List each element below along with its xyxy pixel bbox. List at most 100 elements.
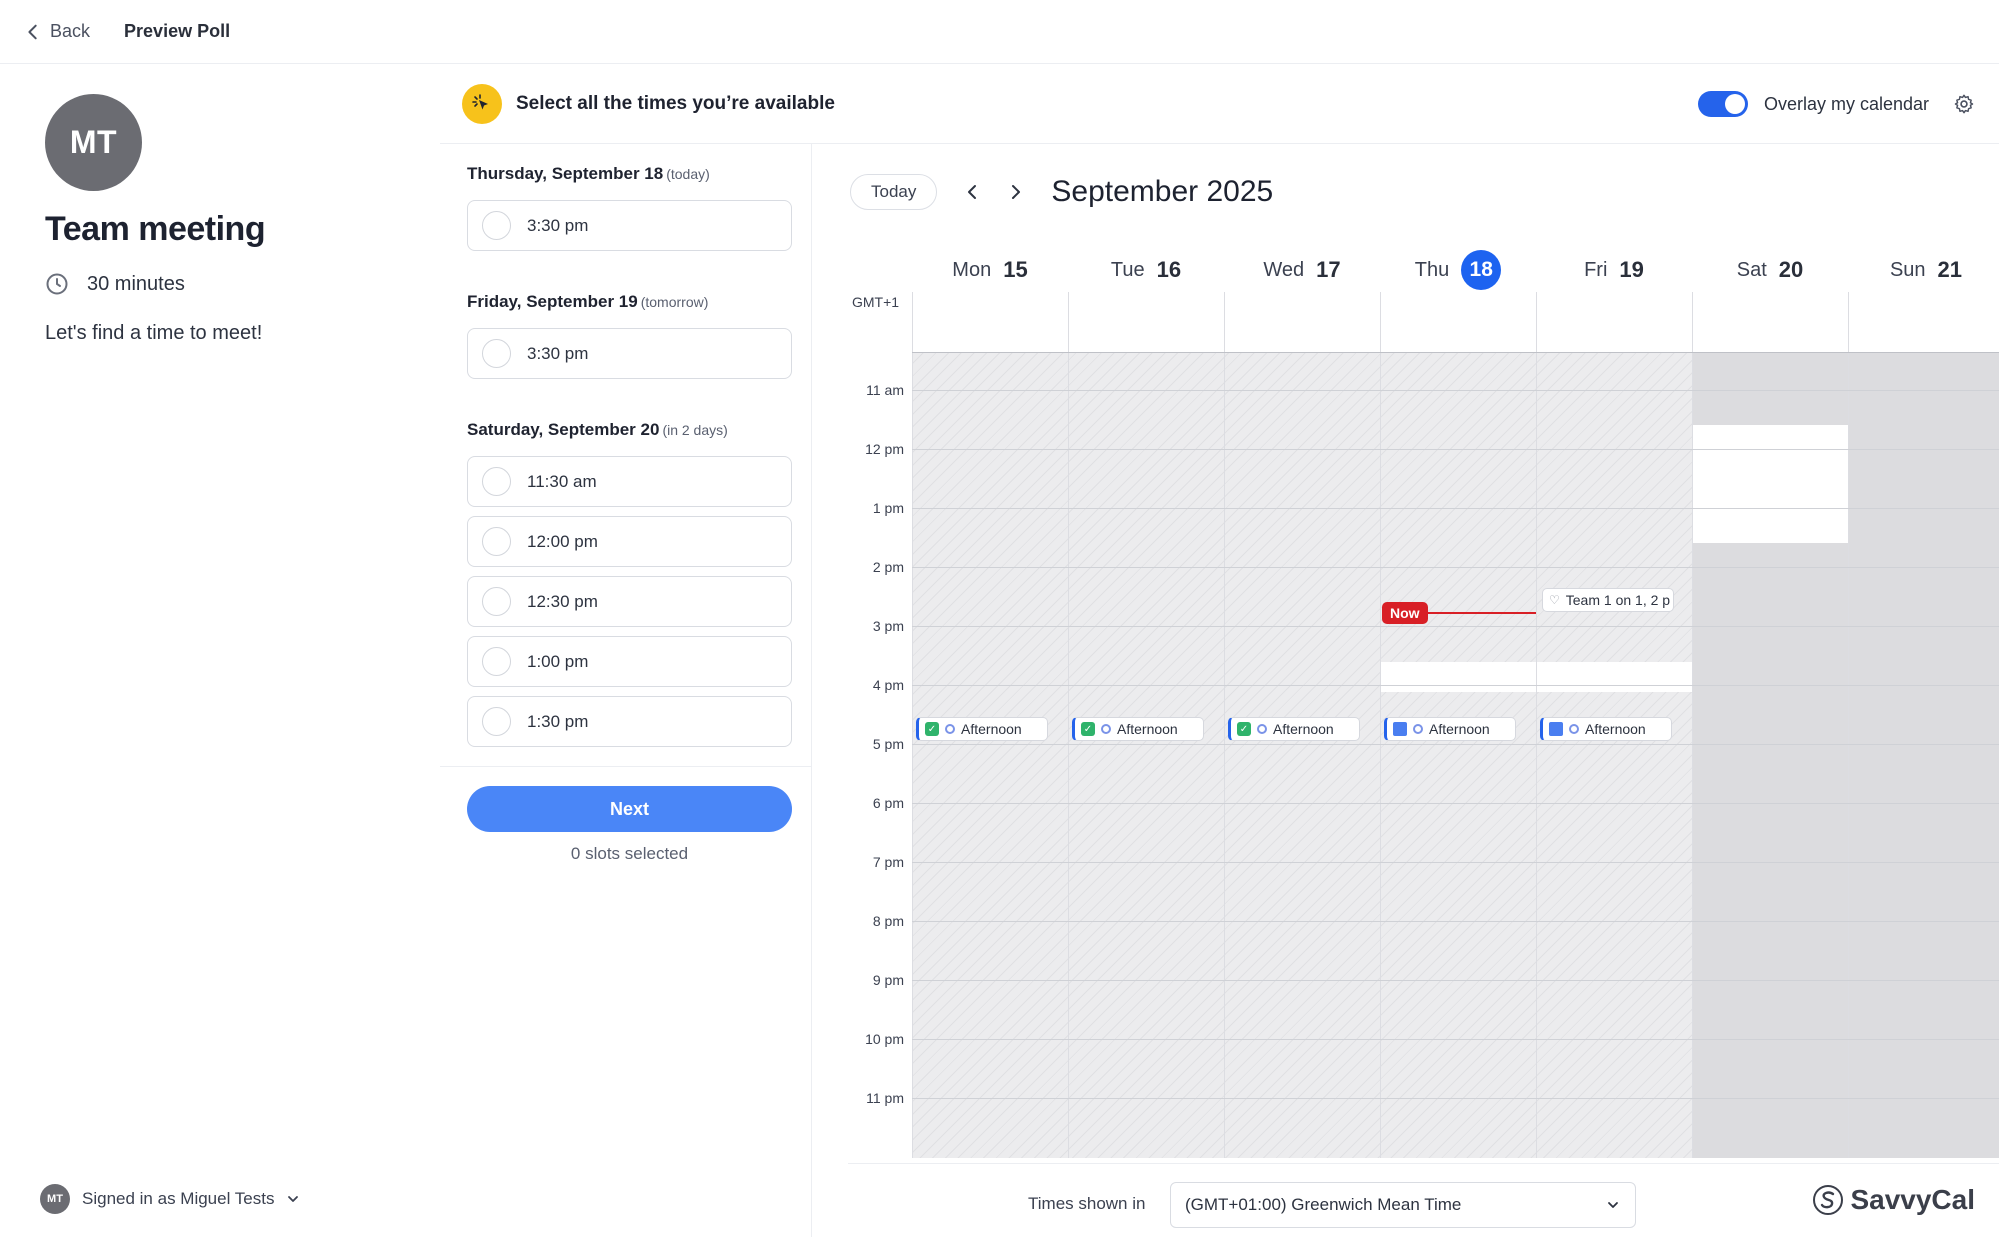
day-headers: Mon 15 Tue 16 Wed 17 Thu 18 Fri 19 Sat 20 Sun 2… — [912, 250, 1999, 290]
page-title: Preview Poll — [124, 21, 231, 41]
slot-radio[interactable] — [482, 527, 511, 556]
chevron-down-icon — [288, 1196, 299, 1202]
overlay-calendar-toggle[interactable] — [1697, 91, 1748, 117]
slot-radio[interactable] — [482, 467, 511, 496]
calendar-event[interactable]: Afternoon — [1384, 717, 1516, 741]
hour-label: 7 pm — [872, 854, 904, 870]
divider — [440, 766, 811, 767]
time-slot-option[interactable]: 11:30 am — [467, 456, 792, 507]
chevron-left-icon — [968, 185, 977, 199]
slot-day-label: Friday, September 19 (tomorrow) — [467, 292, 709, 311]
selected-count: 0 slots selected — [570, 844, 689, 863]
top-bar: Back Preview Poll — [0, 0, 1999, 64]
chevron-left-icon — [28, 24, 37, 39]
slot-radio[interactable] — [482, 339, 511, 368]
back-button[interactable]: Back — [24, 21, 90, 42]
today-button[interactable]: Today — [850, 174, 938, 210]
time-slot-option[interactable]: 1:00 pm — [467, 636, 792, 687]
event-title: Team meeting — [45, 210, 266, 248]
hour-label: 12 pm — [865, 441, 904, 457]
slot-radio[interactable] — [482, 211, 511, 240]
host-avatar: MT — [45, 94, 142, 191]
event-info-panel: MT Team meeting 30 minutes Let's find a … — [0, 64, 440, 1237]
hour-label: 6 pm — [872, 795, 904, 811]
hour-label: 1 pm — [872, 500, 904, 516]
hour-label: 4 pm — [872, 677, 904, 693]
video-icon — [1413, 724, 1423, 734]
video-icon — [1257, 724, 1267, 734]
cursor-click-icon — [462, 83, 502, 124]
timezone-select-label: Times shown in — [1028, 1194, 1146, 1213]
heart-icon: ♡ — [1549, 593, 1560, 607]
week-calendar: Today September 2025 Mon 15 Tue 16 Wed 17 T… — [812, 144, 1999, 1237]
slot-radio[interactable] — [482, 647, 511, 676]
check-icon: ✓ — [1237, 722, 1251, 736]
day-header: Wed 17 — [1263, 257, 1341, 282]
brand-name: SavvyCal — [1850, 1184, 1975, 1215]
overlay-calendar-label: Overlay my calendar — [1763, 93, 1929, 114]
time-slot-option[interactable]: 12:30 pm — [467, 576, 792, 627]
day-header: Sat 20 — [1736, 257, 1804, 282]
hour-label: 8 pm — [872, 913, 904, 929]
hour-label: 11 am — [866, 382, 904, 398]
day-header: Fri 19 — [1584, 257, 1644, 282]
overlay-calendar-control: Overlay my calendar — [1697, 64, 1975, 144]
calendar-icon — [1549, 722, 1563, 736]
time-slots-panel: Thursday, September 18 (today) 3:30 pm Fr… — [440, 144, 812, 1237]
month-title: September 2025 — [1051, 175, 1274, 208]
slot-radio[interactable] — [482, 587, 511, 616]
calendar-event[interactable]: ✓ Afternoon — [916, 717, 1048, 741]
gear-icon[interactable] — [1953, 93, 1975, 115]
time-slot-option[interactable]: 3:30 pm — [467, 200, 792, 251]
calendar-icon — [1393, 722, 1407, 736]
timezone-value: (GMT+01:00) Greenwich Mean Time — [1185, 1195, 1462, 1214]
calendar-event[interactable]: Afternoon — [1540, 717, 1672, 741]
calendar-footer: Times shown in (GMT+01:00) Greenwich Mea… — [848, 1163, 1999, 1237]
calendar-event[interactable]: ✓ Afternoon — [1072, 717, 1204, 741]
check-icon: ✓ — [925, 722, 939, 736]
now-badge: Now — [1382, 602, 1428, 624]
day-header-today: Thu 18 — [1380, 250, 1536, 290]
calendar-header: Today September 2025 — [850, 174, 1273, 210]
previous-week-button[interactable] — [959, 178, 987, 206]
hour-label: 9 pm — [872, 972, 904, 988]
user-avatar: MT — [40, 1184, 70, 1214]
next-button[interactable]: Next — [467, 786, 792, 832]
user-menu[interactable]: MT Signed in as Miguel Tests — [40, 1184, 300, 1214]
slot-day-label: Saturday, September 20 (in 2 days) — [467, 420, 728, 439]
video-icon — [945, 724, 955, 734]
video-icon — [1101, 724, 1111, 734]
instruction-bar: Select all the times you’re available Ov… — [440, 64, 1999, 144]
signed-in-label: Signed in as Miguel Tests — [82, 1189, 275, 1208]
instruction-text: Select all the times you’re available — [516, 92, 835, 114]
hour-label: 10 pm — [865, 1031, 904, 1047]
event-duration: 30 minutes — [45, 272, 185, 296]
brand-logo: SavvyCal — [1812, 1184, 1975, 1216]
next-week-button[interactable] — [1001, 178, 1029, 206]
duration-label: 30 minutes — [87, 272, 185, 295]
calendar-grid[interactable]: 11 am 12 pm 1 pm 2 pm 3 pm 4 pm 5 pm 6 p… — [865, 292, 1999, 1158]
hour-label: 11 pm — [866, 1090, 904, 1106]
hour-label: 2 pm — [872, 559, 904, 575]
event-description: Let's find a time to meet! — [45, 322, 263, 344]
time-slot-option[interactable]: 3:30 pm — [467, 328, 792, 379]
slot-day-label: Thursday, September 18 (today) — [467, 164, 710, 183]
hour-label: 5 pm — [872, 736, 904, 752]
timezone-label: GMT+1 — [852, 294, 900, 310]
time-slot-option[interactable]: 12:00 pm — [467, 516, 792, 567]
available-block[interactable] — [1692, 425, 1848, 543]
time-slot-option[interactable]: 1:30 pm — [467, 696, 792, 747]
chevron-down-icon — [1608, 1202, 1618, 1208]
day-header: Sun 21 — [1889, 257, 1963, 282]
slot-radio[interactable] — [482, 707, 511, 736]
calendar-event[interactable]: ♡ Team 1 on 1, 2 p — [1542, 588, 1674, 612]
savvycal-logo-icon — [1813, 1185, 1844, 1215]
clock-icon — [46, 273, 68, 295]
day-header: Mon 15 — [952, 257, 1028, 282]
calendar-event[interactable]: ✓ Afternoon — [1228, 717, 1360, 741]
back-label: Back — [50, 21, 91, 41]
check-icon: ✓ — [1081, 722, 1095, 736]
chevron-right-icon — [1012, 185, 1021, 199]
timezone-select[interactable]: (GMT+01:00) Greenwich Mean Time — [1170, 1182, 1636, 1228]
day-header: Tue 16 — [1110, 257, 1182, 282]
